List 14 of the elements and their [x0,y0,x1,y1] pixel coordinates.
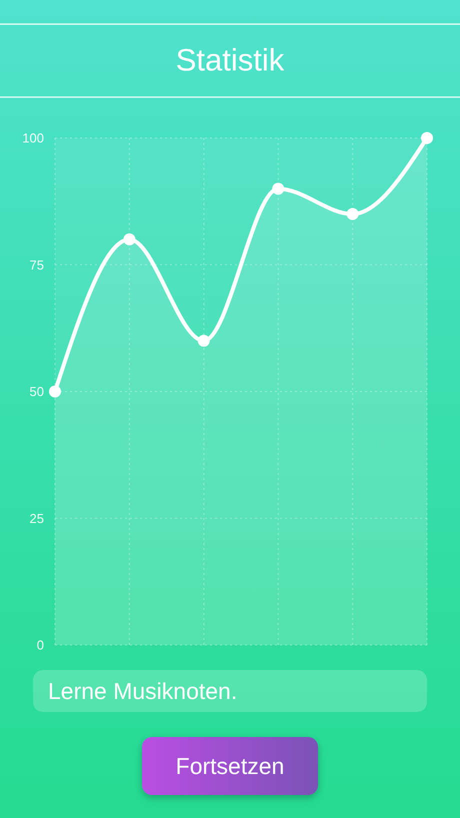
y-tick-label: 25 [30,510,44,526]
point [198,334,210,347]
point [346,208,359,220]
point [49,386,61,398]
text: Fortsetzen [176,753,284,779]
point [272,182,284,195]
point [123,233,136,246]
y-tick-label: 100 [22,130,44,146]
text: Lerne Musiknoten. [48,678,238,704]
chart-title: Statistik [176,42,285,78]
y-tick-label: 50 [30,384,44,399]
y-tick-label: 75 [30,257,44,272]
y-tick-label: 0 [36,638,44,652]
point [421,132,433,144]
